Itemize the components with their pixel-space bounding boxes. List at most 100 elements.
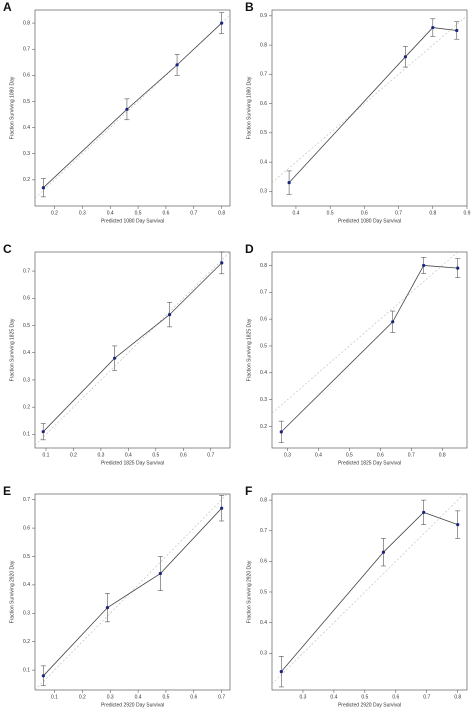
- point: [41, 430, 45, 434]
- x-tick-label: 0.7: [218, 694, 225, 700]
- x-tick-label: 0.4: [125, 452, 132, 458]
- x-tick-label: 0.7: [395, 210, 402, 216]
- x-tick-label: 0.8: [439, 452, 446, 458]
- y-tick-label: 0.5: [23, 323, 30, 329]
- plot-frame: [271, 9, 468, 207]
- point: [287, 180, 291, 185]
- x-tick-label: 0.5: [361, 694, 368, 700]
- point: [279, 430, 283, 434]
- panel-label: B: [245, 0, 254, 14]
- y-tick-label: 0.5: [260, 343, 267, 349]
- x-tick-label: 0.4: [135, 694, 142, 700]
- x-tick-label: 0.4: [315, 452, 322, 458]
- point: [456, 266, 460, 270]
- panel-label: C: [3, 242, 12, 256]
- y-tick-label: 0.6: [260, 316, 267, 322]
- calibration-line: [43, 22, 222, 188]
- y-tick-label: 0.4: [260, 159, 267, 165]
- x-tick-label: 0.5: [152, 452, 159, 458]
- ideal-line: [271, 15, 468, 183]
- x-tick-label: 0.7: [423, 694, 430, 700]
- y-tick-label: 0.7: [260, 72, 267, 78]
- y-tick-label: 0.7: [23, 47, 30, 53]
- x-tick-label: 0.3: [299, 694, 306, 700]
- point: [422, 510, 426, 514]
- plot-frame: [271, 493, 468, 691]
- y-tick-label: 0.1: [23, 432, 30, 438]
- y-tick-label: 0.5: [260, 130, 267, 136]
- y-tick-label: 0.2: [23, 404, 30, 410]
- x-tick-label: 0.3: [79, 210, 86, 216]
- y-axis-label: Fraction Surviving 1825 Day: [9, 318, 15, 381]
- y-tick-label: 0.2: [23, 177, 30, 183]
- point: [41, 674, 45, 678]
- x-axis-label: Predicted 1080 Day Survival: [338, 218, 401, 224]
- point: [105, 606, 110, 610]
- y-axis-label: Fraction Surviving 2920 Day: [9, 560, 15, 623]
- y-tick-label: 0.4: [23, 125, 30, 131]
- x-tick-label: 0.1: [43, 452, 50, 458]
- x-tick-label: 0.5: [327, 210, 334, 216]
- y-tick-label: 0.4: [260, 620, 267, 626]
- y-tick-label: 0.6: [23, 73, 30, 79]
- panel-label: D: [245, 242, 254, 256]
- point: [279, 670, 283, 674]
- x-tick-label: 0.1: [51, 694, 58, 700]
- x-tick-label: 0.3: [107, 694, 114, 700]
- plot-frame: [34, 9, 231, 207]
- x-tick-label: 0.2: [51, 210, 58, 216]
- y-tick-label: 0.1: [23, 667, 30, 673]
- x-axis-label: Predicted 1825 Day Survival: [338, 460, 401, 466]
- x-tick-label: 0.6: [361, 210, 368, 216]
- y-tick-label: 0.9: [260, 13, 267, 19]
- x-tick-label: 0.6: [392, 694, 399, 700]
- panel-label: A: [3, 0, 12, 14]
- y-tick-label: 0.2: [23, 639, 30, 645]
- x-tick-label: 0.7: [207, 452, 214, 458]
- y-tick-label: 0.8: [260, 263, 267, 269]
- x-tick-label: 0.7: [190, 210, 197, 216]
- point: [422, 263, 426, 268]
- calibration-line: [281, 265, 458, 433]
- x-axis-label: Predicted 1080 Day Survival: [101, 218, 164, 224]
- y-tick-label: 0.3: [23, 151, 30, 157]
- ideal-line: [271, 493, 465, 685]
- point: [158, 571, 162, 576]
- x-tick-label: 0.6: [190, 694, 197, 700]
- y-tick-label: 0.6: [23, 525, 30, 531]
- point: [391, 320, 395, 324]
- y-tick-label: 0.6: [23, 296, 30, 302]
- point: [175, 63, 179, 67]
- x-tick-label: 0.4: [292, 210, 299, 216]
- y-tick-label: 0.3: [260, 651, 267, 657]
- point: [220, 261, 224, 265]
- y-tick-label: 0.5: [260, 589, 267, 595]
- y-tick-label: 0.3: [260, 189, 267, 195]
- point: [113, 356, 117, 360]
- plot-frame: [271, 251, 468, 449]
- y-tick-label: 0.6: [260, 101, 267, 107]
- x-tick-label: 0.6: [162, 210, 169, 216]
- x-tick-label: 0.5: [346, 452, 353, 458]
- x-axis-label: Predicted 2920 Day Survival: [101, 702, 164, 708]
- x-tick-label: 0.4: [330, 694, 337, 700]
- x-tick-label: 0.3: [97, 452, 104, 458]
- calibration-line: [280, 511, 458, 672]
- point: [125, 107, 129, 111]
- x-tick-label: 0.8: [454, 694, 461, 700]
- x-tick-label: 0.8: [429, 210, 436, 216]
- x-tick-label: 0.5: [162, 694, 169, 700]
- y-tick-label: 0.3: [23, 611, 30, 617]
- y-tick-label: 0.5: [23, 99, 30, 105]
- point: [455, 28, 459, 33]
- x-tick-label: 0.2: [79, 694, 86, 700]
- y-tick-label: 0.7: [260, 290, 267, 296]
- y-tick-label: 0.8: [260, 42, 267, 48]
- panel-label: E: [3, 484, 11, 498]
- y-tick-label: 0.3: [260, 397, 267, 403]
- x-tick-label: 0.9: [464, 210, 471, 216]
- plot-frame: [34, 251, 231, 449]
- calibration-line: [288, 27, 457, 183]
